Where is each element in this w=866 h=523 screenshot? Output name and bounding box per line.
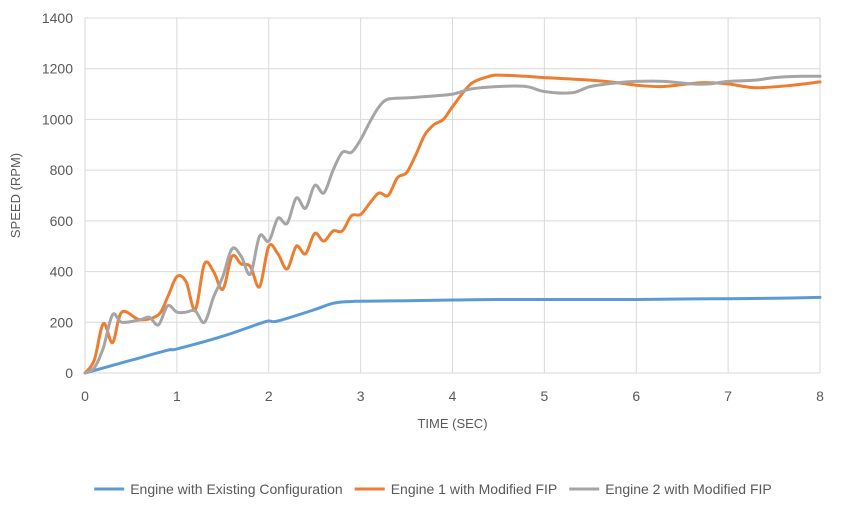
legend-item: Engine with Existing Configuration — [94, 481, 343, 497]
y-tick-label: 800 — [50, 162, 74, 178]
y-axis-title: SPEED (RPM) — [8, 153, 23, 238]
legend: Engine with Existing Configuration Engine… — [94, 481, 772, 497]
x-axis-title: TIME (SEC) — [417, 416, 487, 431]
y-tick-label: 1200 — [42, 61, 73, 77]
y-tick-label: 400 — [50, 264, 74, 280]
series-line-3 — [83, 74, 822, 375]
y-tick-label: 1400 — [42, 10, 73, 26]
x-tick-label: 0 — [81, 388, 89, 404]
y-tick-label: 200 — [50, 314, 74, 330]
legend-label: Engine with Existing Configuration — [130, 481, 342, 497]
x-tick-label: 6 — [632, 388, 640, 404]
legend-item: Engine 1 with Modified FIP — [354, 481, 558, 497]
x-tick-label: 8 — [816, 388, 824, 404]
x-tick-label: 2 — [265, 388, 273, 404]
legend-label: Engine 1 with Modified FIP — [391, 481, 558, 497]
legend-label: Engine 2 with Modified FIP — [605, 481, 772, 497]
series-line-1 — [83, 295, 822, 375]
x-tick-label: 3 — [357, 388, 365, 404]
series-line-2 — [83, 73, 822, 375]
y-tick-label: 1000 — [42, 111, 73, 127]
x-tick-label: 7 — [724, 388, 732, 404]
x-tick-label: 4 — [449, 388, 457, 404]
series-lines — [83, 73, 822, 375]
x-tick-label: 5 — [540, 388, 548, 404]
grid — [84, 17, 821, 374]
axes: 0 200 400 600 800 1000 1200 1400 0 1 2 3 4 5 6 7 8 — [42, 10, 824, 404]
x-tick-label: 1 — [173, 388, 181, 404]
y-tick-label: 0 — [65, 365, 73, 381]
legend-item: Engine 2 with Modified FIP — [569, 481, 772, 497]
y-tick-label: 600 — [50, 213, 74, 229]
